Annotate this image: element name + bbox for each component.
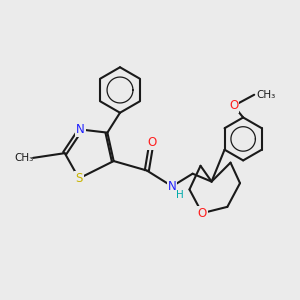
Text: CH₃: CH₃	[257, 90, 276, 100]
Text: O: O	[197, 207, 207, 220]
Text: S: S	[75, 172, 82, 185]
Text: H: H	[176, 190, 184, 200]
Text: O: O	[147, 136, 156, 148]
Text: N: N	[168, 180, 176, 193]
Text: O: O	[229, 99, 238, 112]
Text: N: N	[76, 123, 85, 136]
Text: CH₃: CH₃	[14, 153, 33, 163]
